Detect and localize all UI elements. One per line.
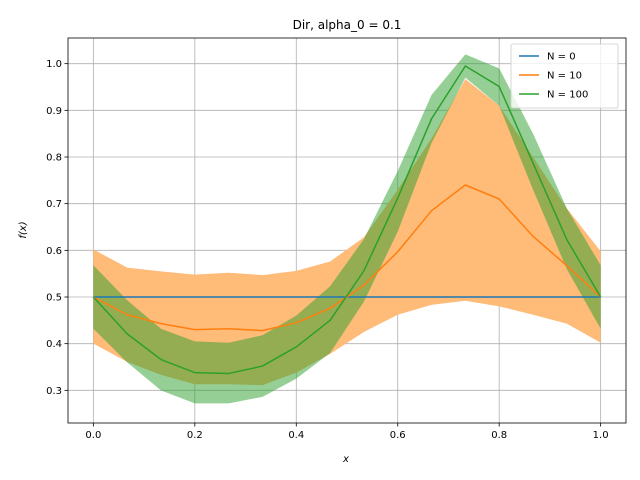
y-tick-label: 0.6 bbox=[46, 246, 62, 257]
plot-frame bbox=[67, 37, 627, 424]
y-tick-label: 0.4 bbox=[46, 339, 62, 350]
legend: N = 0 N = 10 N = 100 bbox=[510, 43, 619, 109]
x-tick-label: 0.4 bbox=[288, 430, 304, 441]
confidence-bands bbox=[93, 54, 601, 404]
confidence-band-2 bbox=[93, 79, 601, 386]
x-tick-label: 0.6 bbox=[390, 430, 406, 441]
series-lines bbox=[92, 65, 602, 375]
chart-title: Dir, alpha_0 = 0.1 bbox=[293, 18, 402, 32]
y-tick-label: 0.8 bbox=[46, 153, 62, 164]
legend-label: N = 100 bbox=[547, 90, 588, 101]
y-tick-label: 0.5 bbox=[46, 293, 62, 304]
x-tick-label: 0.8 bbox=[491, 430, 507, 441]
y-tick-label: 0.9 bbox=[46, 106, 62, 117]
confidence-band-3 bbox=[93, 54, 601, 404]
legend-label: N = 0 bbox=[547, 52, 576, 63]
x-tick-label: 0.2 bbox=[187, 430, 203, 441]
axis-ticks: 0.0 0.2 0.4 0.6 0.8 1.0 0.3 0.4 0.5 0.6 0.7 0.8 0.9 1… bbox=[46, 59, 608, 441]
legend-label: N = 10 bbox=[547, 71, 582, 82]
legend-box bbox=[510, 43, 619, 109]
series-line-3 bbox=[92, 65, 602, 375]
x-axis-label: x bbox=[342, 454, 349, 465]
y-tick-label: 0.7 bbox=[46, 199, 62, 210]
y-tick-label: 0.3 bbox=[46, 386, 62, 397]
x-tick-label: 0.0 bbox=[85, 430, 101, 441]
y-tick-label: 1.0 bbox=[46, 59, 62, 70]
y-axis-label: f(x) bbox=[18, 221, 29, 238]
x-tick-label: 1.0 bbox=[593, 430, 609, 441]
